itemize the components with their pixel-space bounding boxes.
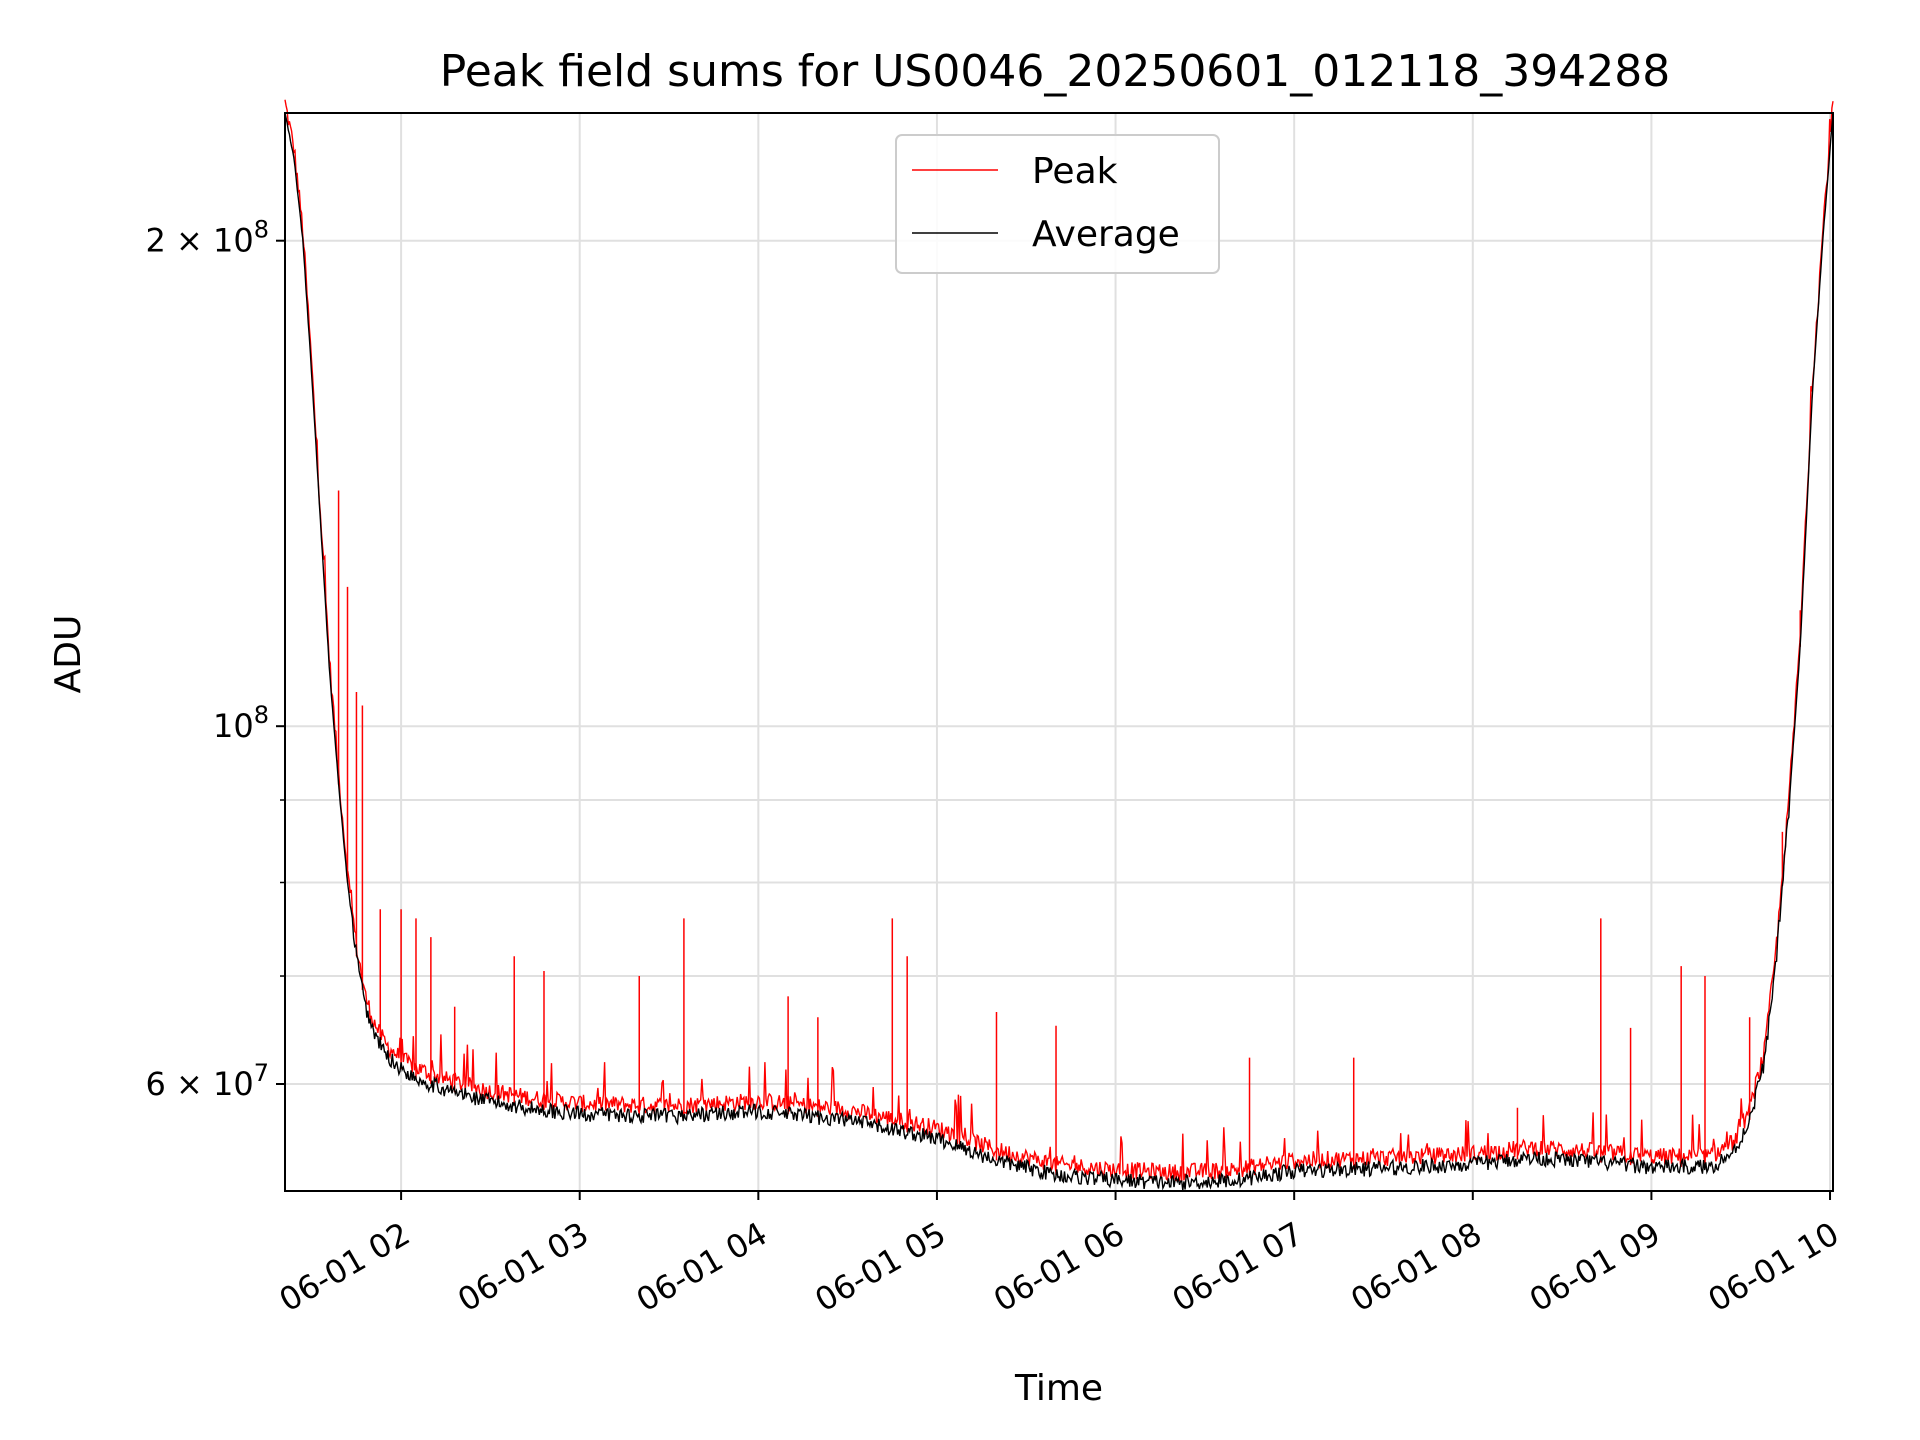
x-tick-label: 06-01 07 — [1166, 1214, 1310, 1319]
x-tick-label: 06-01 02 — [273, 1214, 417, 1319]
x-tick-label: 06-01 05 — [809, 1214, 953, 1319]
series-average-line — [284, 113, 1834, 1191]
y-axis-label: ADU — [48, 615, 89, 694]
x-tick-label: 06-01 06 — [987, 1214, 1131, 1319]
x-tick-label: 06-01 03 — [451, 1214, 595, 1319]
x-axis-label: Time — [1014, 1368, 1103, 1409]
x-axis: 06-01 02 06-01 03 06-01 04 06-01 05 06-01 06… — [273, 1191, 1846, 1319]
x-tick-label: 06-01 09 — [1523, 1214, 1667, 1319]
y-tick-label: 2 × 108 — [145, 216, 269, 260]
y-tick-label: 108 — [213, 701, 269, 745]
legend-label-peak: Peak — [1032, 151, 1118, 192]
y-tick-label: 6 × 107 — [145, 1059, 269, 1103]
chart-title: Peak field sums for US0046_20250601_0121… — [440, 46, 1670, 97]
plot-area — [284, 99, 1834, 1191]
x-tick-label: 06-01 04 — [630, 1214, 774, 1319]
legend: Peak Average — [895, 134, 1220, 274]
y-axis: 2 × 108 108 6 × 107 — [145, 216, 285, 1103]
legend-label-average: Average — [1032, 214, 1180, 255]
series-peak-line — [284, 99, 1834, 1182]
x-tick-label: 06-01 10 — [1702, 1214, 1846, 1319]
x-tick-label: 06-01 08 — [1344, 1214, 1488, 1319]
plot-frame — [284, 112, 1834, 1192]
